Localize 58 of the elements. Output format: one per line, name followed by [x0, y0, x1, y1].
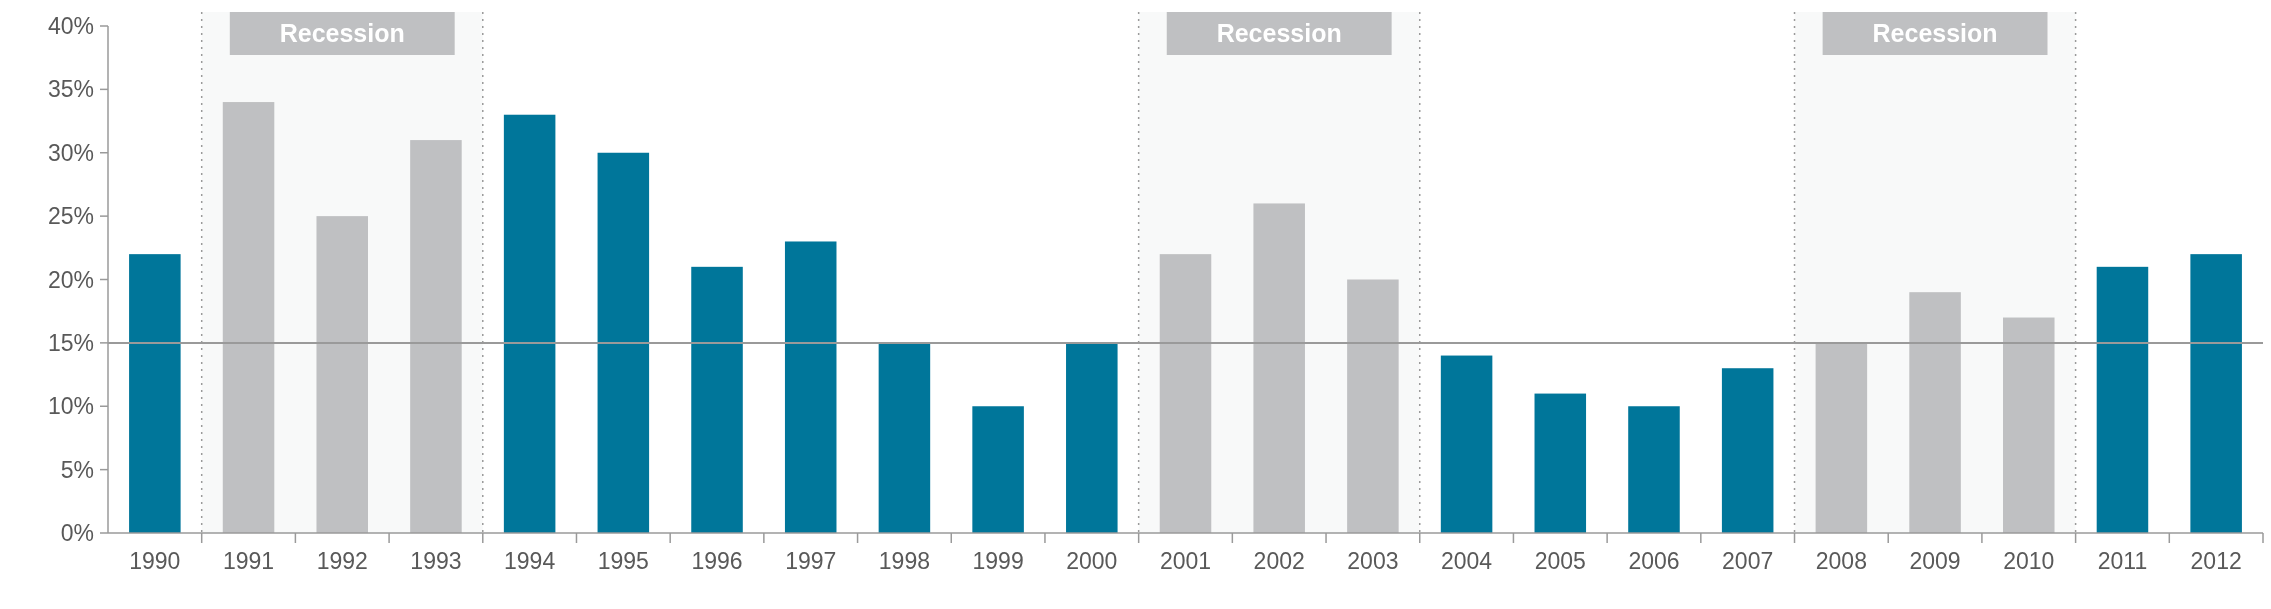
bar — [597, 152, 650, 533]
x-tick-label: 1992 — [316, 548, 368, 574]
bar — [1159, 254, 1212, 533]
bar — [1066, 342, 1118, 533]
bar — [1721, 368, 1774, 533]
y-tick-label: 10% — [47, 393, 94, 420]
x-tick-label: 1994 — [504, 548, 556, 574]
bar — [2002, 317, 2055, 533]
x-tick-label: 2012 — [2190, 548, 2242, 574]
bar — [503, 114, 556, 533]
bar — [129, 254, 181, 533]
y-tick-label: 35% — [47, 76, 94, 103]
bar — [1440, 355, 1493, 533]
x-tick-label: 2005 — [1534, 548, 1586, 574]
bar — [784, 241, 837, 533]
x-tick-label: 2004 — [1441, 548, 1493, 574]
bar — [878, 342, 931, 533]
x-tick-label: 2001 — [1159, 548, 1212, 574]
band-label: Recession — [1872, 19, 1998, 47]
y-tick-label: 20% — [47, 266, 94, 293]
y-tick-label: 40% — [47, 13, 94, 39]
x-tick-label: 1993 — [410, 548, 462, 574]
x-tick-label: 1996 — [691, 548, 743, 574]
x-tick-label: 1990 — [129, 548, 181, 574]
bar — [1909, 292, 1961, 533]
x-tick-label: 2003 — [1347, 548, 1399, 574]
bar — [1628, 406, 1680, 533]
x-tick-label: 1991 — [222, 548, 275, 574]
bar — [222, 102, 275, 533]
x-tick-label: 2010 — [2003, 548, 2055, 574]
x-tick-label: 2002 — [1253, 548, 1305, 574]
bar — [1347, 279, 1399, 533]
bar — [1815, 342, 1868, 533]
y-tick-label: 5% — [60, 456, 94, 483]
bar — [972, 406, 1024, 533]
bar — [410, 140, 462, 533]
x-tick-label: 2008 — [1815, 548, 1867, 574]
x-tick-label: 1997 — [785, 548, 837, 574]
bar — [316, 216, 369, 533]
y-tick-label: 15% — [47, 329, 94, 356]
band-label: Recession — [1216, 19, 1342, 47]
y-tick-label: 0% — [60, 520, 94, 546]
y-tick-label: 30% — [47, 139, 94, 166]
band-label: Recession — [279, 19, 405, 47]
x-tick-label: 2006 — [1628, 548, 1680, 574]
x-tick-label: 2007 — [1722, 548, 1774, 574]
x-tick-label: 2009 — [1909, 548, 1961, 574]
x-tick-label: 2000 — [1066, 548, 1118, 574]
bar — [691, 266, 743, 533]
bar — [2096, 266, 2149, 533]
x-tick-label: 1999 — [972, 548, 1024, 574]
x-tick-label: 2011 — [2097, 548, 2148, 574]
bar — [1253, 203, 1305, 533]
x-tick-label: 1995 — [597, 548, 649, 574]
y-tick-label: 25% — [47, 203, 94, 230]
bar — [2190, 254, 2242, 533]
x-tick-label: 1998 — [878, 548, 930, 574]
bar — [1534, 393, 1587, 533]
